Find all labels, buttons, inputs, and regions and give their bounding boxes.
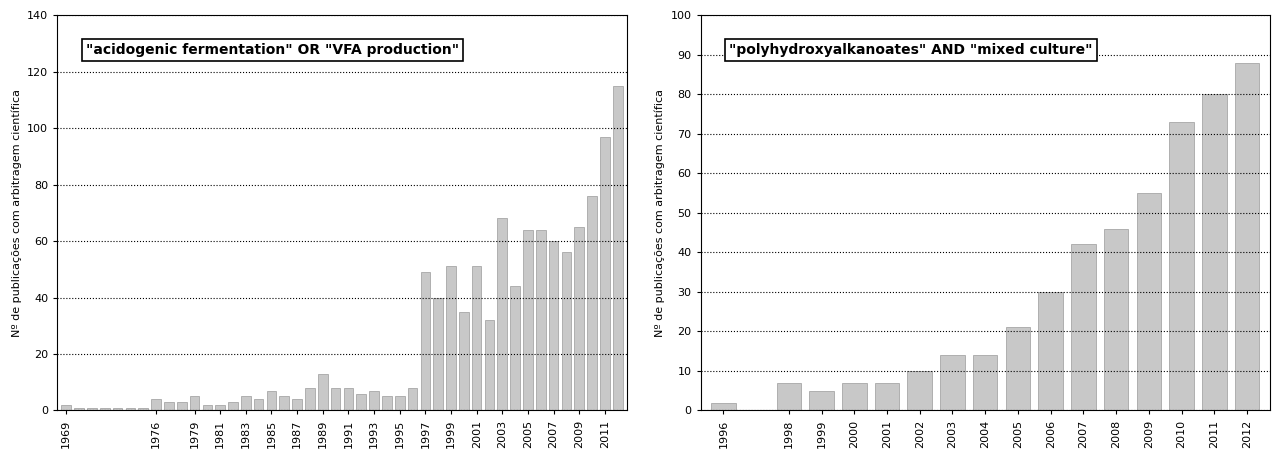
Bar (164, 402, 174, 410)
Bar (356, 393, 366, 410)
Bar (1006, 327, 1030, 410)
Bar (561, 252, 571, 410)
Bar (228, 402, 238, 410)
Bar (548, 241, 559, 410)
Bar (940, 355, 965, 410)
Bar (433, 297, 443, 410)
Bar (382, 397, 392, 410)
Bar (87, 408, 97, 410)
Bar (875, 383, 899, 410)
Bar (318, 374, 328, 410)
Bar (600, 136, 610, 410)
Bar (190, 397, 200, 410)
Bar (471, 267, 482, 410)
Bar (395, 397, 405, 410)
Bar (74, 408, 85, 410)
Bar (446, 267, 456, 410)
Bar (842, 383, 866, 410)
Text: "acidogenic fermentation" OR "VFA production": "acidogenic fermentation" OR "VFA produc… (86, 43, 459, 57)
Bar (330, 388, 341, 410)
Bar (113, 408, 123, 410)
Bar (420, 272, 430, 410)
Y-axis label: Nº de publicações com arbitragem científica: Nº de publicações com arbitragem científ… (12, 89, 22, 337)
Bar (279, 397, 290, 410)
Bar (587, 196, 597, 410)
Text: "polyhydroxyalkanoates" AND "mixed culture": "polyhydroxyalkanoates" AND "mixed cultu… (729, 43, 1093, 57)
Bar (1039, 292, 1063, 410)
Bar (574, 227, 584, 410)
Y-axis label: Nº de publicações com arbitragem científica: Nº de publicações com arbitragem científ… (655, 89, 665, 337)
Bar (343, 388, 354, 410)
Bar (241, 397, 251, 410)
Bar (100, 408, 110, 410)
Bar (1104, 229, 1129, 410)
Bar (292, 399, 302, 410)
Bar (126, 408, 136, 410)
Bar (1170, 122, 1194, 410)
Bar (510, 286, 520, 410)
Bar (776, 383, 801, 410)
Bar (202, 405, 213, 410)
Bar (1136, 193, 1161, 410)
Bar (1202, 94, 1226, 410)
Bar (266, 391, 277, 410)
Bar (254, 399, 264, 410)
Bar (151, 399, 161, 410)
Bar (535, 230, 546, 410)
Bar (459, 312, 469, 410)
Bar (215, 405, 225, 410)
Bar (407, 388, 418, 410)
Bar (484, 320, 494, 410)
Bar (974, 355, 998, 410)
Bar (1071, 245, 1095, 410)
Bar (711, 403, 735, 410)
Bar (810, 391, 834, 410)
Bar (61, 405, 72, 410)
Bar (138, 408, 149, 410)
Bar (907, 371, 933, 410)
Bar (612, 86, 623, 410)
Bar (177, 402, 187, 410)
Bar (369, 391, 379, 410)
Bar (305, 388, 315, 410)
Bar (523, 230, 533, 410)
Bar (497, 218, 507, 410)
Bar (1235, 62, 1259, 410)
